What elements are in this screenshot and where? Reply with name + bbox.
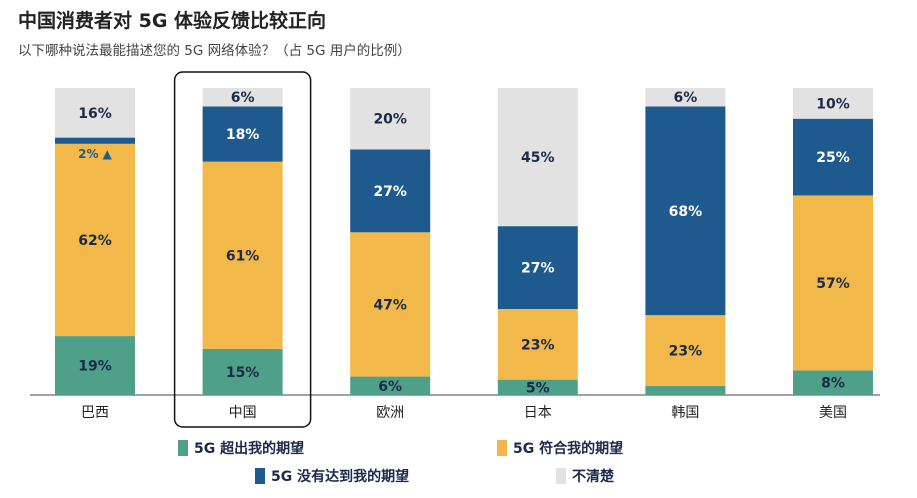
legend-swatch bbox=[178, 440, 188, 456]
bar-segment bbox=[55, 143, 135, 337]
bar-segment bbox=[793, 195, 873, 371]
legend-swatch bbox=[556, 468, 566, 484]
bar-segment bbox=[645, 385, 726, 395]
data-label: 23% bbox=[669, 343, 703, 359]
legend-item: 不清楚 bbox=[556, 466, 614, 486]
data-label: 16% bbox=[78, 106, 112, 122]
bar-segment bbox=[645, 106, 726, 316]
bar-segment bbox=[645, 88, 726, 107]
bar-segment bbox=[793, 118, 873, 196]
bar-segment bbox=[793, 370, 873, 395]
legend-swatch bbox=[255, 468, 265, 484]
bar-segment bbox=[202, 88, 283, 107]
category-label: 中国 bbox=[229, 405, 257, 421]
bar-segment bbox=[202, 348, 283, 395]
data-label: 47% bbox=[373, 297, 407, 313]
category-label: 韩国 bbox=[671, 405, 699, 421]
data-label: 61% bbox=[226, 248, 260, 264]
bar-segment bbox=[350, 88, 431, 150]
category-label: 美国 bbox=[819, 405, 847, 421]
data-label: 6% bbox=[674, 90, 698, 106]
data-label: 57% bbox=[816, 276, 850, 292]
bar-segment bbox=[55, 137, 135, 144]
data-label: 25% bbox=[816, 150, 850, 166]
data-label: 10% bbox=[816, 96, 850, 112]
data-label: 6% bbox=[231, 90, 255, 106]
data-label: 6% bbox=[378, 379, 402, 395]
bar-segment bbox=[55, 336, 135, 395]
data-label: 23% bbox=[521, 337, 555, 353]
bar-segment bbox=[350, 376, 431, 395]
bar-segment bbox=[497, 226, 578, 310]
legend-item: 5G 没有达到我的期望 bbox=[255, 466, 409, 486]
data-label: 18% bbox=[226, 127, 260, 143]
legend-item: 5G 超出我的期望 bbox=[178, 438, 304, 458]
highlight-box bbox=[173, 71, 312, 428]
data-label: 68% bbox=[669, 204, 703, 220]
data-label: 19% bbox=[78, 359, 112, 375]
bar-segment bbox=[55, 88, 135, 138]
data-label: 27% bbox=[373, 184, 407, 200]
data-label: 45% bbox=[521, 150, 555, 166]
data-label: 2% ▲ bbox=[78, 147, 113, 161]
bar-segment bbox=[202, 106, 283, 162]
category-label: 欧洲 bbox=[376, 405, 404, 421]
legend-label: 不清楚 bbox=[572, 469, 614, 485]
legend-label: 5G 超出我的期望 bbox=[194, 441, 305, 457]
bar-segment bbox=[793, 88, 873, 119]
legend-item: 5G 符合我的期望 bbox=[497, 438, 623, 458]
bar-segment bbox=[645, 315, 726, 386]
bar-segment bbox=[497, 88, 578, 227]
bar-segment bbox=[350, 149, 431, 233]
legend-label: 5G 没有达到我的期望 bbox=[271, 469, 410, 485]
data-label: 5% bbox=[526, 380, 550, 396]
data-label: 15% bbox=[226, 365, 260, 381]
data-label: 8% bbox=[821, 376, 845, 392]
bar-segment bbox=[497, 309, 578, 380]
data-label: 27% bbox=[521, 261, 555, 277]
bar-segment bbox=[350, 232, 431, 377]
chart-subtitle: 以下哪种说法最能描述您的 5G 网络体验？（占 5G 用户的比例） bbox=[18, 43, 411, 59]
bar-segment bbox=[497, 379, 578, 395]
category-label: 日本 bbox=[524, 405, 552, 421]
category-label: 巴西 bbox=[81, 405, 109, 421]
legend-swatch bbox=[497, 440, 507, 456]
bar-segment bbox=[202, 161, 283, 349]
data-label: 62% bbox=[78, 233, 112, 249]
legend-label: 5G 符合我的期望 bbox=[513, 441, 624, 457]
data-label: 20% bbox=[373, 112, 407, 128]
chart-title: 中国消费者对 5G 体验反馈比较正向 bbox=[18, 10, 327, 32]
